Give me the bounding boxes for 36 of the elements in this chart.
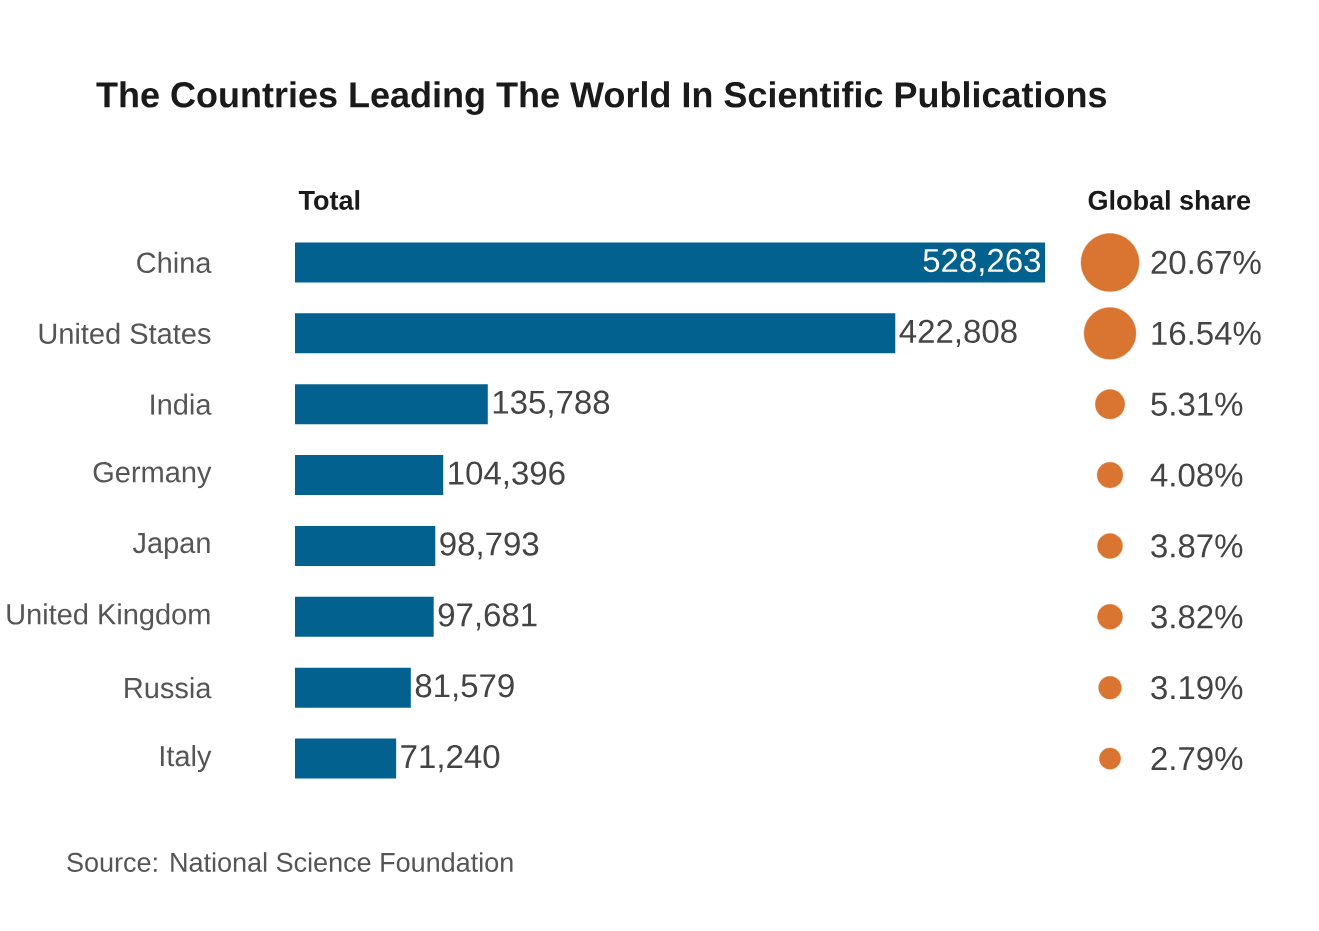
data-label: 3.87% [1151,534,1243,558]
bar [295,242,1045,283]
data-label: 3.82% [1151,605,1243,629]
y-tick-label: Russia [125,677,212,699]
chart-subtitle: Total [298,190,360,210]
data-label: 422,808 [899,319,1017,347]
text: Global share [1088,190,1251,210]
bar [295,667,411,708]
bar [295,738,397,779]
data-label: 104,396 [449,461,565,489]
bar [295,384,488,425]
bar [295,596,434,637]
y-tick-label: Germany [93,461,212,489]
chart-title: The Countries Leading The World In Scientific Publications [96,81,1107,115]
data-label: 16.54% [1152,321,1261,346]
data-label: 5.31% [1151,392,1243,416]
data-label: 135,788 [493,390,610,418]
data-label: 528,263 [923,248,1041,277]
bar [295,525,436,566]
source-note: Source: National Science Foundation [67,852,513,872]
data-label: 2.79% [1151,746,1243,771]
bar [295,455,444,496]
y-tick-label: Japan [132,532,210,559]
data-label: 97,681 [438,603,537,631]
y-tick-label: Italy [160,745,212,773]
data-label: 20.67% [1151,250,1261,275]
y-tick-label: United Kingdom [7,603,210,631]
data-label: 71,240 [401,744,500,773]
y-tick-label: United States [39,322,211,344]
data-label: 4.08% [1150,463,1243,487]
bar [295,313,896,354]
data-label: 98,793 [440,532,539,560]
y-tick-label: India [151,393,212,415]
data-label: 3.19% [1151,676,1243,700]
data-label: 81,579 [415,674,514,702]
y-tick-label: China [137,251,212,274]
